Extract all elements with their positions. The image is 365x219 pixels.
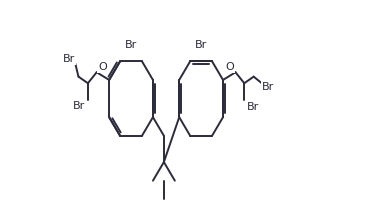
Text: Br: Br (262, 81, 274, 92)
Text: Br: Br (73, 101, 85, 111)
Text: Br: Br (246, 102, 259, 112)
Text: Br: Br (125, 40, 137, 50)
Text: O: O (226, 62, 234, 72)
Text: O: O (98, 62, 107, 72)
Text: Br: Br (62, 54, 75, 64)
Text: Br: Br (195, 40, 207, 50)
